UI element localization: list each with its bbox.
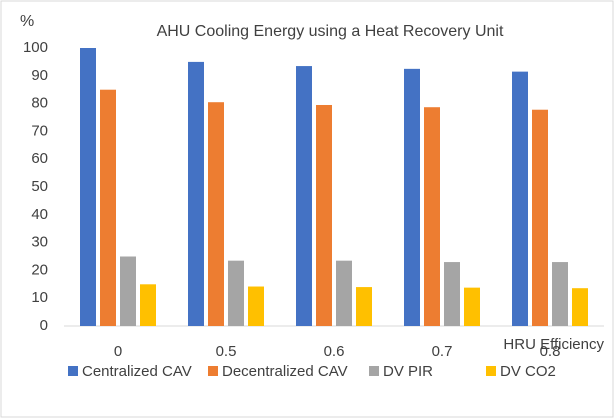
bar xyxy=(336,260,352,326)
y-axis-label: % xyxy=(20,13,34,30)
legend-label: DV CO2 xyxy=(500,363,556,380)
y-tick-label: 40 xyxy=(31,206,48,223)
bar xyxy=(404,68,420,326)
bar xyxy=(120,256,136,326)
bar xyxy=(424,107,440,327)
y-tick-label: 0 xyxy=(40,317,48,334)
bar xyxy=(100,89,116,326)
bar xyxy=(464,287,480,326)
legend-swatch xyxy=(369,366,379,376)
chart-title: AHU Cooling Energy using a Heat Recovery… xyxy=(157,23,504,40)
bar xyxy=(188,61,204,327)
bar xyxy=(552,262,568,326)
legend-swatch xyxy=(486,366,496,376)
legend-swatch xyxy=(208,366,218,376)
bar xyxy=(228,260,244,326)
x-tick-label: 0.8 xyxy=(540,343,561,360)
bar xyxy=(248,286,264,326)
legend-label: DV PIR xyxy=(383,363,433,380)
y-tick-label: 30 xyxy=(31,234,48,251)
bar xyxy=(444,262,460,326)
bar xyxy=(316,104,332,327)
bar xyxy=(512,71,528,326)
x-axis-label: HRU Efficiency xyxy=(503,336,604,353)
x-tick-label: 0 xyxy=(114,343,122,360)
bar xyxy=(140,284,156,326)
y-tick-label: 80 xyxy=(31,95,48,112)
legend-swatch xyxy=(68,366,78,376)
y-tick-label: 60 xyxy=(31,150,48,167)
bar xyxy=(296,66,312,326)
bar xyxy=(356,287,372,326)
y-tick-label: 10 xyxy=(31,289,48,306)
legend-label: Centralized CAV xyxy=(82,363,192,380)
y-tick-label: 90 xyxy=(31,67,48,84)
x-tick-label: 0.6 xyxy=(324,343,345,360)
y-tick-label: 70 xyxy=(31,122,48,139)
bar xyxy=(532,109,548,326)
bar xyxy=(80,48,96,326)
y-tick-label: 20 xyxy=(31,261,48,278)
x-tick-label: 0.7 xyxy=(432,343,453,360)
bar xyxy=(572,288,588,326)
x-tick-label: 0.5 xyxy=(216,343,237,360)
y-tick-label: 100 xyxy=(23,39,48,56)
y-tick-label: 50 xyxy=(31,178,48,195)
bar xyxy=(208,102,224,327)
legend-label: Decentralized CAV xyxy=(222,363,348,380)
